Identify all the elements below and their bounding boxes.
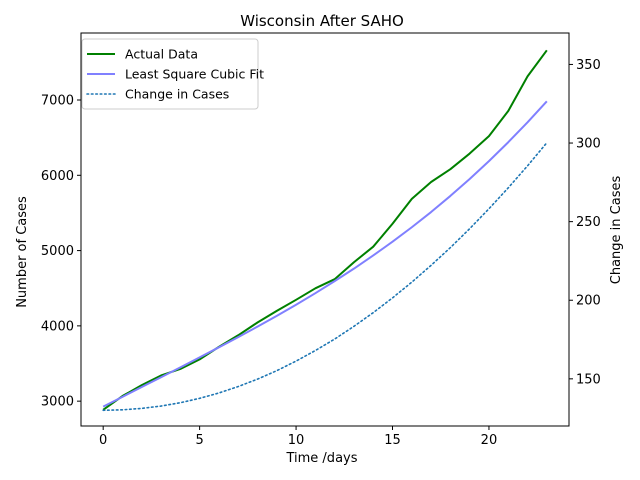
chart-title: Wisconsin After SAHO — [240, 12, 404, 30]
y2-tick-label: 200 — [576, 294, 601, 309]
y2-tick-label: 150 — [576, 372, 601, 387]
y2-axis-label: Change in Cases — [609, 176, 624, 285]
legend-label-2: Change in Cases — [125, 87, 229, 102]
legend-items: Actual Data Least Square Cubic Fit Change … — [86, 47, 264, 102]
x-tick-label: 0 — [99, 433, 107, 448]
y-axis-label: Number of Cases — [15, 196, 30, 308]
y2-tick-label: 300 — [576, 137, 601, 152]
x-axis-label: Time /days — [285, 451, 357, 466]
y2-tick-label: 350 — [576, 58, 601, 73]
plot-lines — [102, 49, 548, 412]
y-tick-label: 7000 — [41, 94, 74, 109]
series-line-1 — [102, 100, 548, 408]
x-tick-label: 5 — [195, 433, 203, 448]
y-tick-label: 5000 — [41, 244, 74, 259]
legend-label-0: Actual Data — [125, 47, 198, 62]
x-tick-label: 20 — [481, 433, 498, 448]
y-tick-label: 3000 — [41, 395, 74, 410]
x-tick-label: 10 — [288, 433, 305, 448]
y-tick-label: 4000 — [41, 319, 74, 334]
x-tick-label: 15 — [384, 433, 401, 448]
y2-tick-label: 250 — [576, 215, 601, 230]
y-tick-label: 6000 — [41, 169, 74, 184]
legend-box — [81, 38, 259, 110]
series-line-2 — [102, 141, 548, 412]
plot-frame — [80, 32, 570, 427]
x-axis-ticks: 0 5 10 15 20 — [99, 426, 497, 448]
legend-label-1: Least Square Cubic Fit — [125, 67, 264, 82]
y-axis-ticks: 3000 4000 5000 6000 7000 — [41, 94, 81, 410]
legend: Actual Data Least Square Cubic Fit Change … — [81, 38, 264, 110]
y2-axis-ticks: 150 200 250 300 350 — [569, 58, 601, 387]
